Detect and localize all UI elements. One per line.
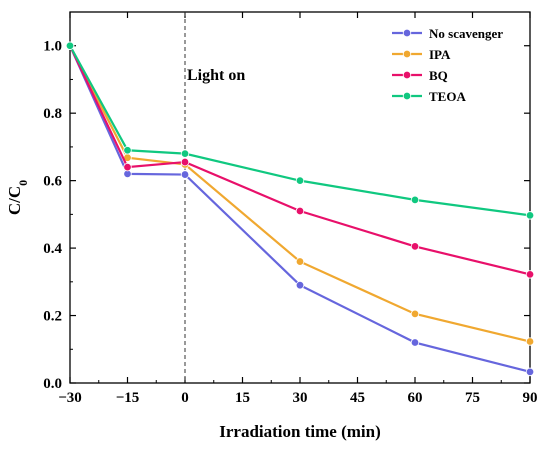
x-axis-title: Irradiation time (min) — [219, 422, 380, 441]
series-line — [69, 45, 531, 217]
series-teoa — [65, 41, 535, 220]
x-tick-label: 15 — [235, 390, 250, 406]
data-point — [410, 242, 420, 251]
data-point — [410, 338, 420, 347]
y-tick-label: 0.4 — [43, 241, 62, 257]
legend-label: TEOA — [429, 89, 466, 104]
data-point — [65, 41, 75, 50]
series-line — [68, 45, 531, 373]
legend-label: No scavenger — [429, 26, 503, 41]
series-line — [69, 45, 531, 276]
legend-swatch-marker — [402, 28, 412, 38]
data-point — [123, 146, 132, 155]
annotations: Light on — [187, 67, 245, 84]
y-axis-title-subscript: 0 — [16, 180, 30, 186]
data-point — [123, 162, 132, 172]
legend: No scavenger IPA BQ TEOA — [392, 26, 503, 104]
data-point — [295, 257, 305, 266]
data-point — [525, 367, 535, 377]
data-point — [525, 270, 535, 279]
data-point — [180, 170, 190, 179]
data-point — [295, 176, 305, 185]
x-tick-label: 60 — [408, 390, 423, 406]
axis-titles: Irradiation time (min) C/C0 — [5, 180, 381, 441]
light-on-label: Light on — [187, 67, 245, 84]
x-tick-label: −30 — [58, 390, 82, 406]
data-point — [180, 149, 190, 158]
x-tick-label: −15 — [116, 390, 140, 406]
y-tick-label: 0.2 — [43, 309, 62, 325]
data-point — [525, 337, 535, 346]
data-point — [525, 211, 535, 220]
data-point — [295, 206, 305, 216]
y-tick-label: 0.0 — [43, 376, 62, 392]
series-ipa — [65, 41, 535, 346]
x-tick-label: 30 — [293, 390, 308, 406]
data-point — [180, 157, 190, 167]
series-line — [69, 45, 531, 343]
legend-swatch-marker — [402, 49, 412, 59]
axes: −30 −15 0 15 30 45 60 75 90 0.0 0.2 0.4 0.6 0.8 1.0 — [43, 11, 538, 406]
x-tick-label: 90 — [523, 390, 538, 406]
data-point — [410, 309, 420, 319]
y-axis-title: C/C0 — [5, 180, 30, 215]
series-lines — [65, 41, 535, 377]
data-point — [295, 280, 305, 290]
x-tick-label: 45 — [350, 390, 365, 406]
y-tick-label: 0.8 — [43, 106, 62, 122]
legend-label: BQ — [429, 68, 448, 83]
legend-swatch-marker — [402, 91, 412, 101]
x-tick-label: 0 — [181, 390, 189, 406]
y-tick-label: 1.0 — [43, 39, 62, 55]
data-point — [410, 195, 420, 205]
x-tick-label: 75 — [465, 390, 480, 406]
legend-swatch-marker — [402, 70, 412, 80]
legend-label: IPA — [429, 47, 451, 62]
series-bq — [65, 41, 535, 279]
plot-frame — [69, 11, 531, 384]
y-tick-label: 0.6 — [43, 174, 62, 190]
y-axis-title-main: C/C — [5, 186, 24, 215]
